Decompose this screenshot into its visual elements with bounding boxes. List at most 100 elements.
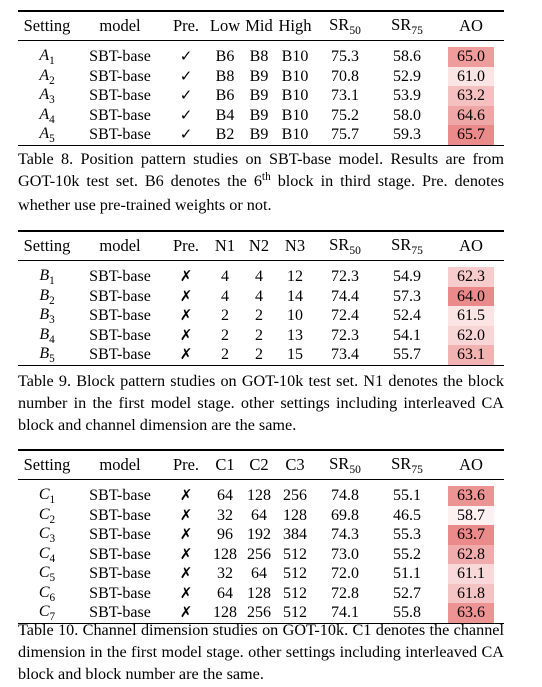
table-8-caption: Table 8. Position pattern studies on SBT… (18, 150, 504, 214)
c1-cell: 4 (221, 268, 229, 285)
top-rule (18, 230, 504, 232)
model-cell: SBT-base (89, 287, 151, 305)
column-header: N2 (248, 236, 270, 255)
table-row: B2 SBT-base ✗ 4 4 14 74.4 57.3 64.0 (18, 286, 504, 307)
model-cell: SBT-base (89, 346, 151, 363)
setting-cell: C7 (38, 603, 56, 623)
c1-cell: 64 (217, 584, 233, 602)
column-header: C3 (285, 455, 305, 474)
ao-cell: 62.3 (438, 261, 504, 287)
c2-cell: 2 (255, 346, 263, 363)
sr75-cell: 54.1 (393, 326, 421, 344)
sr75-cell: 54.9 (393, 268, 421, 285)
header-row: Setting model Pre. C1 C2 C3 SR50 SR75 AO (18, 451, 504, 480)
c2-cell: B9 (249, 87, 269, 104)
setting-cell: B4 (39, 325, 55, 346)
pre-cell: ✓ (179, 66, 193, 85)
model-cell: SBT-base (89, 506, 151, 524)
table-row: C1 SBT-base ✗ 64 128 256 74.8 55.1 63.6 (18, 479, 504, 506)
table-row: B3 SBT-base ✗ 2 2 10 72.4 52.4 61.5 (18, 306, 504, 326)
c3-cell: 512 (283, 584, 307, 602)
column-header: Pre. (172, 455, 200, 474)
column-header: Pre. (172, 236, 200, 255)
column-header: Setting (23, 455, 71, 474)
top-rule (18, 449, 504, 451)
table-8: Setting model Pre. Low Mid High SR50 SR75 AO A1 SB… (18, 12, 504, 146)
table-10-caption: Table 10. Channel dimension studies on G… (18, 621, 504, 683)
c1-cell: B6 (215, 48, 235, 65)
c3-cell: 10 (287, 307, 303, 324)
table-8-block: Setting model Pre. Low Mid High SR50 SR75 AO A1 SB… (18, 0, 504, 250)
table-row: C7 SBT-base ✗ 128 256 512 74.1 55.8 63.6 (18, 603, 504, 623)
ao-cell: 61.0 (438, 66, 504, 86)
setting-cell: A2 (39, 66, 55, 87)
c1-cell: 64 (217, 487, 233, 504)
c2-cell: B8 (249, 48, 269, 65)
pre-cell: ✗ (179, 544, 193, 563)
sr75-cell: 52.7 (393, 584, 421, 602)
c3-cell: 512 (283, 565, 307, 582)
column-header: Mid (245, 16, 273, 35)
setting-cell: C2 (38, 505, 56, 526)
table-8-body: Setting model Pre. Low Mid High SR50 SR75 AO A1 SB… (18, 12, 504, 145)
c3-cell: B10 (281, 106, 309, 124)
setting-cell: B2 (39, 286, 55, 307)
c3-cell: 256 (283, 487, 307, 504)
c3-cell: 512 (283, 604, 307, 621)
ao-cell: 63.6 (438, 480, 504, 506)
column-header: AO (459, 236, 483, 255)
c2-cell: 128 (247, 487, 271, 504)
setting-cell: B1 (39, 267, 55, 287)
column-header: SR75 (391, 454, 423, 476)
setting-cell: C1 (38, 486, 56, 506)
c3-cell: 14 (287, 287, 303, 305)
c3-cell: B10 (281, 87, 309, 104)
c2-cell: B9 (249, 126, 269, 143)
sr50-cell: 75.2 (331, 106, 359, 124)
c2-cell: 192 (247, 526, 271, 543)
ao-cell: 63.7 (438, 525, 504, 545)
sr50-cell: 74.8 (331, 487, 359, 504)
model-cell: SBT-base (89, 326, 151, 344)
column-header: model (99, 236, 141, 255)
table-row: B5 SBT-base ✗ 2 2 15 73.4 55.7 63.1 (18, 345, 504, 365)
column-header: SR50 (329, 15, 361, 37)
model-cell: SBT-base (89, 487, 151, 504)
c1-cell: 2 (221, 346, 229, 363)
c1-cell: 2 (221, 307, 229, 324)
header-row: Setting model Pre. N1 N2 N3 SR50 SR75 AO (18, 232, 504, 261)
sr75-cell: 52.4 (393, 307, 421, 324)
top-rule (18, 10, 504, 12)
model-cell: SBT-base (89, 584, 151, 602)
c2-cell: 2 (255, 326, 263, 344)
c1-cell: B6 (215, 87, 235, 104)
sr50-cell: 75.3 (331, 48, 359, 65)
c3-cell: B10 (281, 126, 309, 143)
setting-cell: C6 (38, 583, 56, 604)
table-10: Setting model Pre. C1 C2 C3 SR50 SR75 AO C1 SBT-ba… (18, 451, 504, 624)
setting-cell: A1 (39, 47, 55, 67)
ao-cell: 63.6 (438, 603, 504, 623)
column-header: Setting (23, 16, 71, 35)
ao-cell: 61.1 (438, 564, 504, 584)
pre-cell: ✗ (179, 267, 193, 285)
setting-cell: C3 (38, 525, 56, 545)
sr75-cell: 53.9 (393, 87, 421, 104)
setting-cell: A4 (39, 105, 55, 126)
sr50-cell: 70.8 (331, 67, 359, 85)
pre-cell: ✗ (179, 583, 193, 602)
sr50-cell: 73.4 (331, 346, 359, 363)
c2-cell: B9 (249, 67, 269, 85)
column-header: Setting (23, 236, 71, 255)
setting-cell: C5 (38, 564, 56, 584)
c2-cell: 128 (247, 584, 271, 602)
table-row: C5 SBT-base ✗ 32 64 512 72.0 51.1 61.1 (18, 564, 504, 584)
sr50-cell: 72.0 (331, 565, 359, 582)
table-9-body: Setting model Pre. N1 N2 N3 SR50 SR75 AO B1 SBT-ba… (18, 232, 504, 365)
table-row: B1 SBT-base ✗ 4 4 12 72.3 54.9 62.3 (18, 260, 504, 287)
model-cell: SBT-base (89, 268, 151, 285)
sr75-cell: 55.7 (393, 346, 421, 363)
table-row: C6 SBT-base ✗ 64 128 512 72.8 52.7 61.8 (18, 583, 504, 604)
ao-cell: 65.7 (438, 125, 504, 145)
ao-cell: 64.0 (438, 286, 504, 306)
